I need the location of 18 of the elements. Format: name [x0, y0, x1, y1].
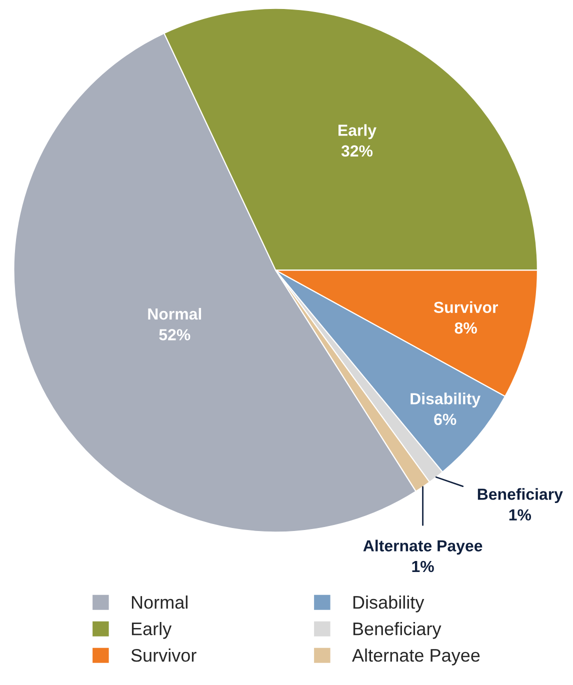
- data-label: 8%: [454, 322, 477, 334]
- data-label: 52%: [159, 329, 190, 340]
- data-label: 1%: [412, 560, 434, 572]
- data-label: 32%: [341, 145, 373, 157]
- legend-label: Disability: [353, 596, 424, 612]
- legend-label: Normal: [132, 596, 188, 609]
- legend-label: Alternate Payee: [352, 648, 480, 666]
- legend-label: Early: [132, 622, 172, 639]
- slice-label: Survivor: [434, 301, 498, 314]
- slice-label: Disability: [410, 392, 481, 408]
- slice-label: Normal: [148, 308, 202, 320]
- data-label: 1%: [509, 509, 532, 521]
- legend-label: Survivor: [131, 648, 196, 662]
- slice-label: Beneficiary: [478, 488, 563, 504]
- slice-label: Alternate Payee: [363, 540, 482, 555]
- data-label: 6%: [434, 414, 456, 426]
- legend-label: Beneficiary: [353, 622, 442, 639]
- slice-label: Early: [338, 124, 376, 140]
